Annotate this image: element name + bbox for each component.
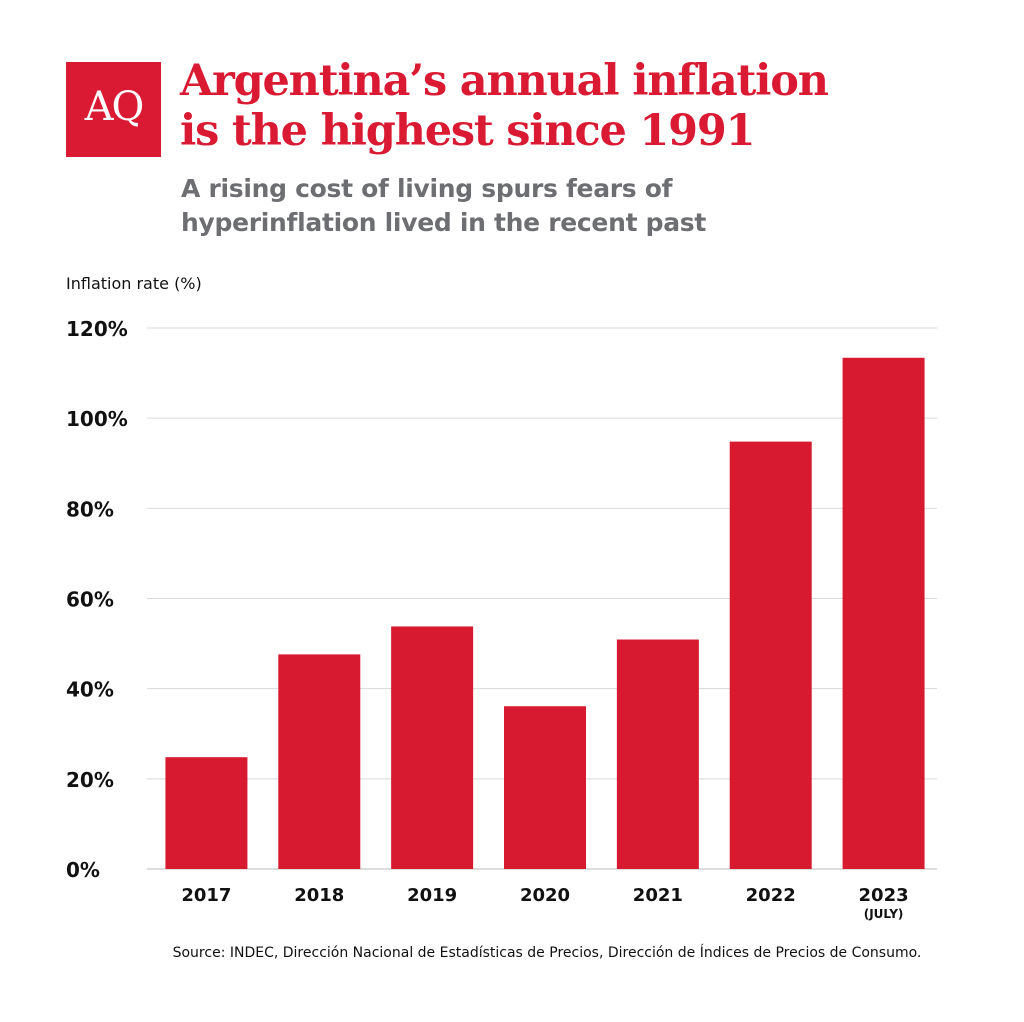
- title-line-1: Argentina’s annual inflation: [180, 56, 829, 106]
- x-tick-label: 2021: [633, 885, 683, 906]
- y-tick-label: 20%: [66, 768, 114, 792]
- chart-title: Argentina’s annual inflation is the highe…: [180, 56, 829, 156]
- aq-logo: AQ: [66, 62, 161, 157]
- bar-2018: [278, 654, 361, 869]
- x-tick-note: (JULY): [864, 907, 904, 921]
- source-note: Source: INDEC, Dirección Nacional de Est…: [172, 945, 922, 961]
- chart-subtitle: A rising cost of living spurs fears of hy…: [181, 172, 706, 240]
- x-tick-label: 2022: [746, 885, 796, 906]
- x-tick-label: 2019: [407, 885, 457, 906]
- y-tick-label: 120%: [66, 317, 128, 341]
- logo-text: AQ: [84, 84, 145, 130]
- y-tick-label: 80%: [66, 497, 114, 521]
- y-tick-label: 0%: [66, 858, 100, 882]
- y-axis-label: Inflation rate (%): [66, 274, 202, 293]
- y-tick-label: 100%: [66, 407, 128, 431]
- subtitle-line-2: hyperinflation lived in the recent past: [181, 208, 707, 237]
- y-tick-label: 60%: [66, 588, 114, 612]
- x-tick-label: 2017: [181, 885, 231, 906]
- y-tick-label: 40%: [66, 678, 114, 702]
- bar-2023: [842, 357, 925, 869]
- subtitle-line-1: A rising cost of living spurs fears of: [181, 174, 673, 203]
- bar-2020: [504, 706, 586, 869]
- title-line-2: is the highest since 1991: [180, 106, 755, 156]
- bar-2017: [165, 757, 248, 869]
- x-tick-label: 2018: [294, 885, 344, 906]
- bar-2022: [729, 441, 812, 869]
- bar-2019: [391, 626, 474, 869]
- x-tick-label: 2023: [859, 885, 909, 906]
- x-tick-label: 2020: [520, 885, 570, 906]
- bar-2021: [616, 639, 699, 869]
